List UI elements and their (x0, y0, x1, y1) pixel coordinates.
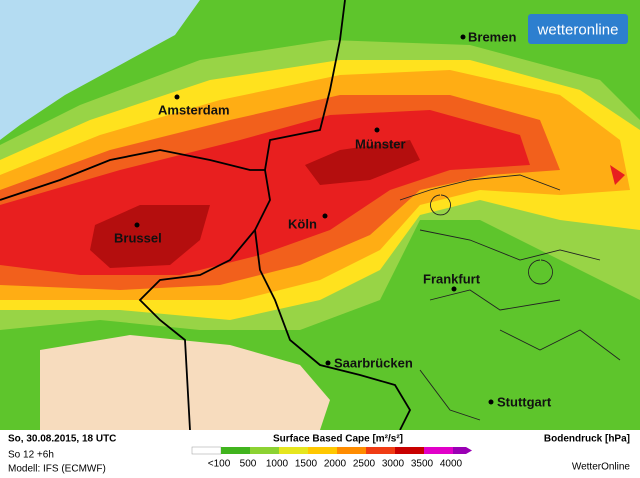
city-label: Brussel (114, 231, 162, 246)
city-marker (451, 286, 457, 292)
border (0, 149, 265, 201)
isobars (399, 174, 621, 421)
city-label: Bremen (468, 30, 516, 45)
legend-label: 2500 (353, 459, 376, 470)
city-label: Münster (355, 137, 406, 152)
legend-swatch (250, 447, 279, 454)
red-spot (610, 165, 625, 185)
legend-swatch (191, 446, 222, 455)
brand-box (528, 14, 628, 44)
legend-swatch (395, 447, 424, 454)
darkred-area (90, 205, 210, 268)
legend-label: 2000 (324, 459, 347, 470)
legend-swatch (308, 447, 337, 454)
legend-swatch (424, 447, 453, 454)
city-marker (325, 360, 331, 366)
city-marker (134, 222, 140, 228)
city-label: Stuttgart (497, 395, 552, 410)
border (254, 0, 412, 431)
model: Modell: IFS (ECMWF) (8, 464, 106, 475)
pressure-label: Bodendruck [hPa] (544, 434, 630, 445)
sea (0, 0, 200, 140)
legend-label: 3000 (382, 459, 405, 470)
brand-logo: wetteronline (537, 21, 619, 38)
legend-swatch (221, 447, 250, 454)
legend-label: 4000 (440, 459, 463, 470)
date: So, 30.08.2015, 18 UTC (8, 434, 116, 445)
legend-label: 500 (240, 459, 257, 470)
legend-label: 1500 (295, 459, 318, 470)
legend-bar (191, 446, 472, 455)
legend-arrow (453, 447, 472, 454)
city-marker (374, 127, 380, 133)
legend-swatch (337, 447, 366, 454)
city-marker (174, 94, 180, 100)
run: So 12 +6h (8, 450, 54, 461)
city-label: Frankfurt (423, 272, 481, 287)
legend-labels: <100 500 1000 1500 2000 2500 3000 3500 4000 (208, 459, 463, 470)
border (138, 229, 256, 431)
city-marker (322, 213, 328, 219)
legend-swatch (279, 447, 308, 454)
city-marker (460, 34, 466, 40)
no-data-area (40, 335, 330, 430)
legend-label: 1000 (266, 459, 289, 470)
credit: WetterOnline (572, 462, 631, 473)
legend-swatch (366, 447, 395, 454)
darkred-area (305, 140, 420, 185)
city-label: Amsterdam (158, 103, 230, 118)
legend-label: <100 (208, 459, 231, 470)
legend-label: 3500 (411, 459, 434, 470)
city-marker (488, 399, 494, 405)
map-layers (0, 0, 640, 431)
cities: Bremen Amsterdam Münster Köln Brussel Fr… (114, 30, 552, 410)
city-label: Saarbrücken (334, 356, 413, 371)
legend-title: Surface Based Cape [m²/s²] (273, 434, 403, 445)
city-label: Köln (288, 217, 317, 232)
